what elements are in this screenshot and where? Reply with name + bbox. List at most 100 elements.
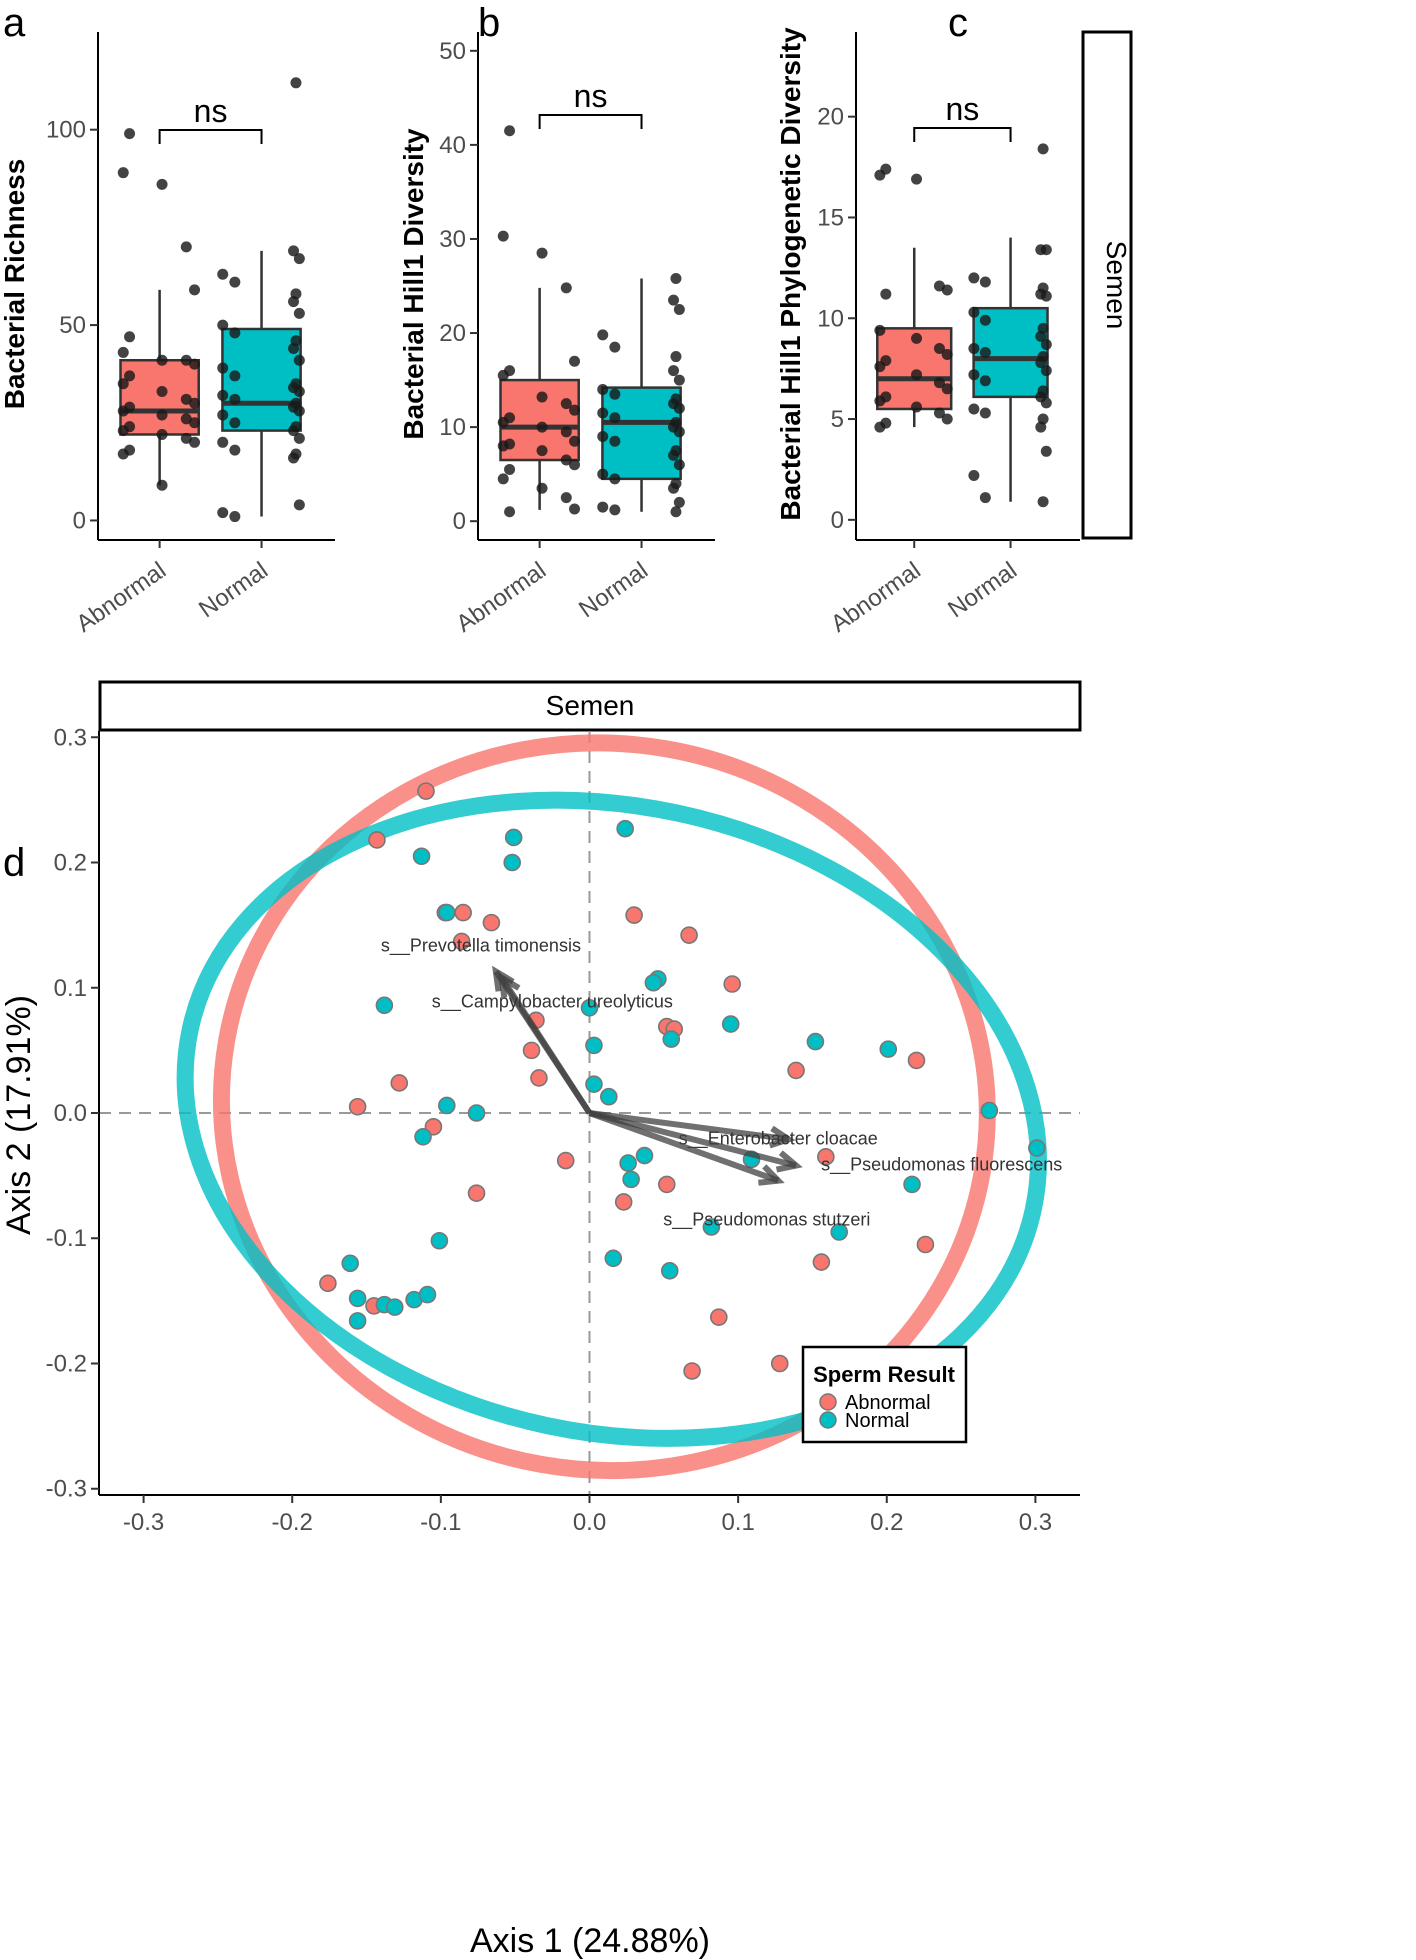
data-point	[217, 389, 229, 401]
panel-letter-a: a	[3, 1, 26, 45]
data-point	[293, 499, 305, 511]
data-point	[670, 272, 682, 284]
point-abnormal	[556, 1151, 575, 1170]
data-point	[597, 468, 609, 480]
arrow-label: s__Pseudomonas stutzeri	[663, 1210, 870, 1231]
data-point	[911, 369, 923, 381]
data-point	[293, 432, 305, 444]
data-point	[933, 407, 945, 419]
data-point	[288, 425, 300, 437]
data-point	[124, 128, 136, 140]
data-point	[597, 329, 609, 341]
data-point	[217, 362, 229, 374]
data-point	[180, 241, 192, 253]
point-abnormal	[625, 906, 643, 924]
point-normal	[585, 1036, 603, 1055]
data-point	[1035, 357, 1047, 369]
data-point	[497, 230, 509, 242]
arrow-label: s__Enterobacter cloacae	[679, 1128, 878, 1149]
data-point	[609, 341, 621, 353]
panel-letter-d: d	[3, 841, 25, 885]
data-point	[560, 282, 572, 294]
y-tick-label: 20	[817, 104, 844, 131]
y-tick-label: 0	[453, 508, 466, 535]
y-tick-label: -0.1	[46, 1225, 87, 1252]
point-normal	[414, 1127, 432, 1146]
y-tick-label: -0.2	[46, 1350, 87, 1377]
y-tick-label: 20	[439, 320, 466, 347]
data-point	[874, 421, 886, 433]
data-point	[189, 397, 201, 409]
legend-swatch-normal	[819, 1411, 837, 1429]
x-tick-label-normal: Normal	[574, 557, 653, 623]
x-tick-label: -0.2	[272, 1509, 313, 1536]
point-normal	[1028, 1139, 1046, 1157]
panel-a-richness-boxplot: 0 50 100 Bacterial Richness Abnormal Normal ns	[0, 32, 335, 638]
data-point	[156, 178, 168, 190]
data-point	[189, 417, 201, 429]
point-normal	[879, 1040, 898, 1058]
point-abnormal	[817, 1148, 835, 1166]
point-normal	[622, 1170, 640, 1189]
data-point	[290, 77, 302, 89]
data-point	[180, 354, 192, 366]
loading-arrowhead	[498, 971, 521, 998]
data-point	[288, 245, 300, 257]
data-point	[217, 319, 229, 331]
x-tick-label: -0.1	[420, 1509, 461, 1536]
panel-letter-c: c	[948, 1, 968, 45]
panel-letter-b: b	[478, 1, 500, 45]
data-point	[609, 412, 621, 424]
data-point	[941, 349, 953, 361]
point-abnormal	[530, 1069, 548, 1087]
point-abnormal	[417, 782, 435, 800]
point-abnormal	[348, 1097, 367, 1116]
y-tick-label: 0.2	[54, 850, 87, 877]
data-point	[288, 452, 300, 464]
data-point	[673, 402, 685, 414]
y-tick-label: 0.3	[54, 724, 87, 751]
point-normal	[467, 1104, 486, 1122]
y-axis-title: Axis 2 (17.91%)	[0, 995, 38, 1235]
point-normal	[385, 1298, 404, 1316]
arrow-label: s__Pseudomonas fluorescens	[821, 1155, 1062, 1176]
point-normal	[619, 1154, 637, 1172]
point-abnormal	[368, 831, 386, 849]
x-tick-label: 0.1	[721, 1509, 754, 1536]
data-point	[668, 482, 680, 494]
x-tick-label-abnormal: Abnormal	[451, 557, 551, 638]
data-point	[597, 501, 609, 513]
data-point	[597, 431, 609, 443]
point-normal	[580, 998, 599, 1017]
data-point	[597, 407, 609, 419]
y-tick-label: 15	[817, 204, 844, 231]
x-tick-label: 0.3	[1019, 1509, 1052, 1536]
data-point	[609, 435, 621, 447]
data-point	[1040, 365, 1052, 377]
point-normal	[412, 847, 431, 866]
data-point	[569, 459, 581, 471]
data-point	[124, 331, 136, 343]
data-point	[217, 507, 229, 519]
data-point	[229, 276, 241, 288]
point-normal	[348, 1289, 367, 1308]
point-normal	[830, 1223, 849, 1241]
data-point	[911, 332, 923, 344]
data-point	[874, 324, 886, 336]
ellipse-layer	[176, 734, 1047, 1480]
point-normal	[660, 1262, 679, 1280]
data-point	[569, 503, 581, 515]
point-normal	[806, 1032, 825, 1051]
y-tick-label: 0.0	[54, 1100, 87, 1127]
point-abnormal	[710, 1308, 728, 1326]
data-point	[117, 448, 129, 460]
point-normal	[644, 973, 663, 992]
loading-arrow	[499, 976, 593, 1115]
data-point	[117, 346, 129, 358]
point-abnormal	[723, 975, 741, 993]
facet-strip	[1081, 30, 1133, 540]
y-tick-label: 50	[439, 38, 466, 65]
data-point	[1037, 496, 1049, 508]
